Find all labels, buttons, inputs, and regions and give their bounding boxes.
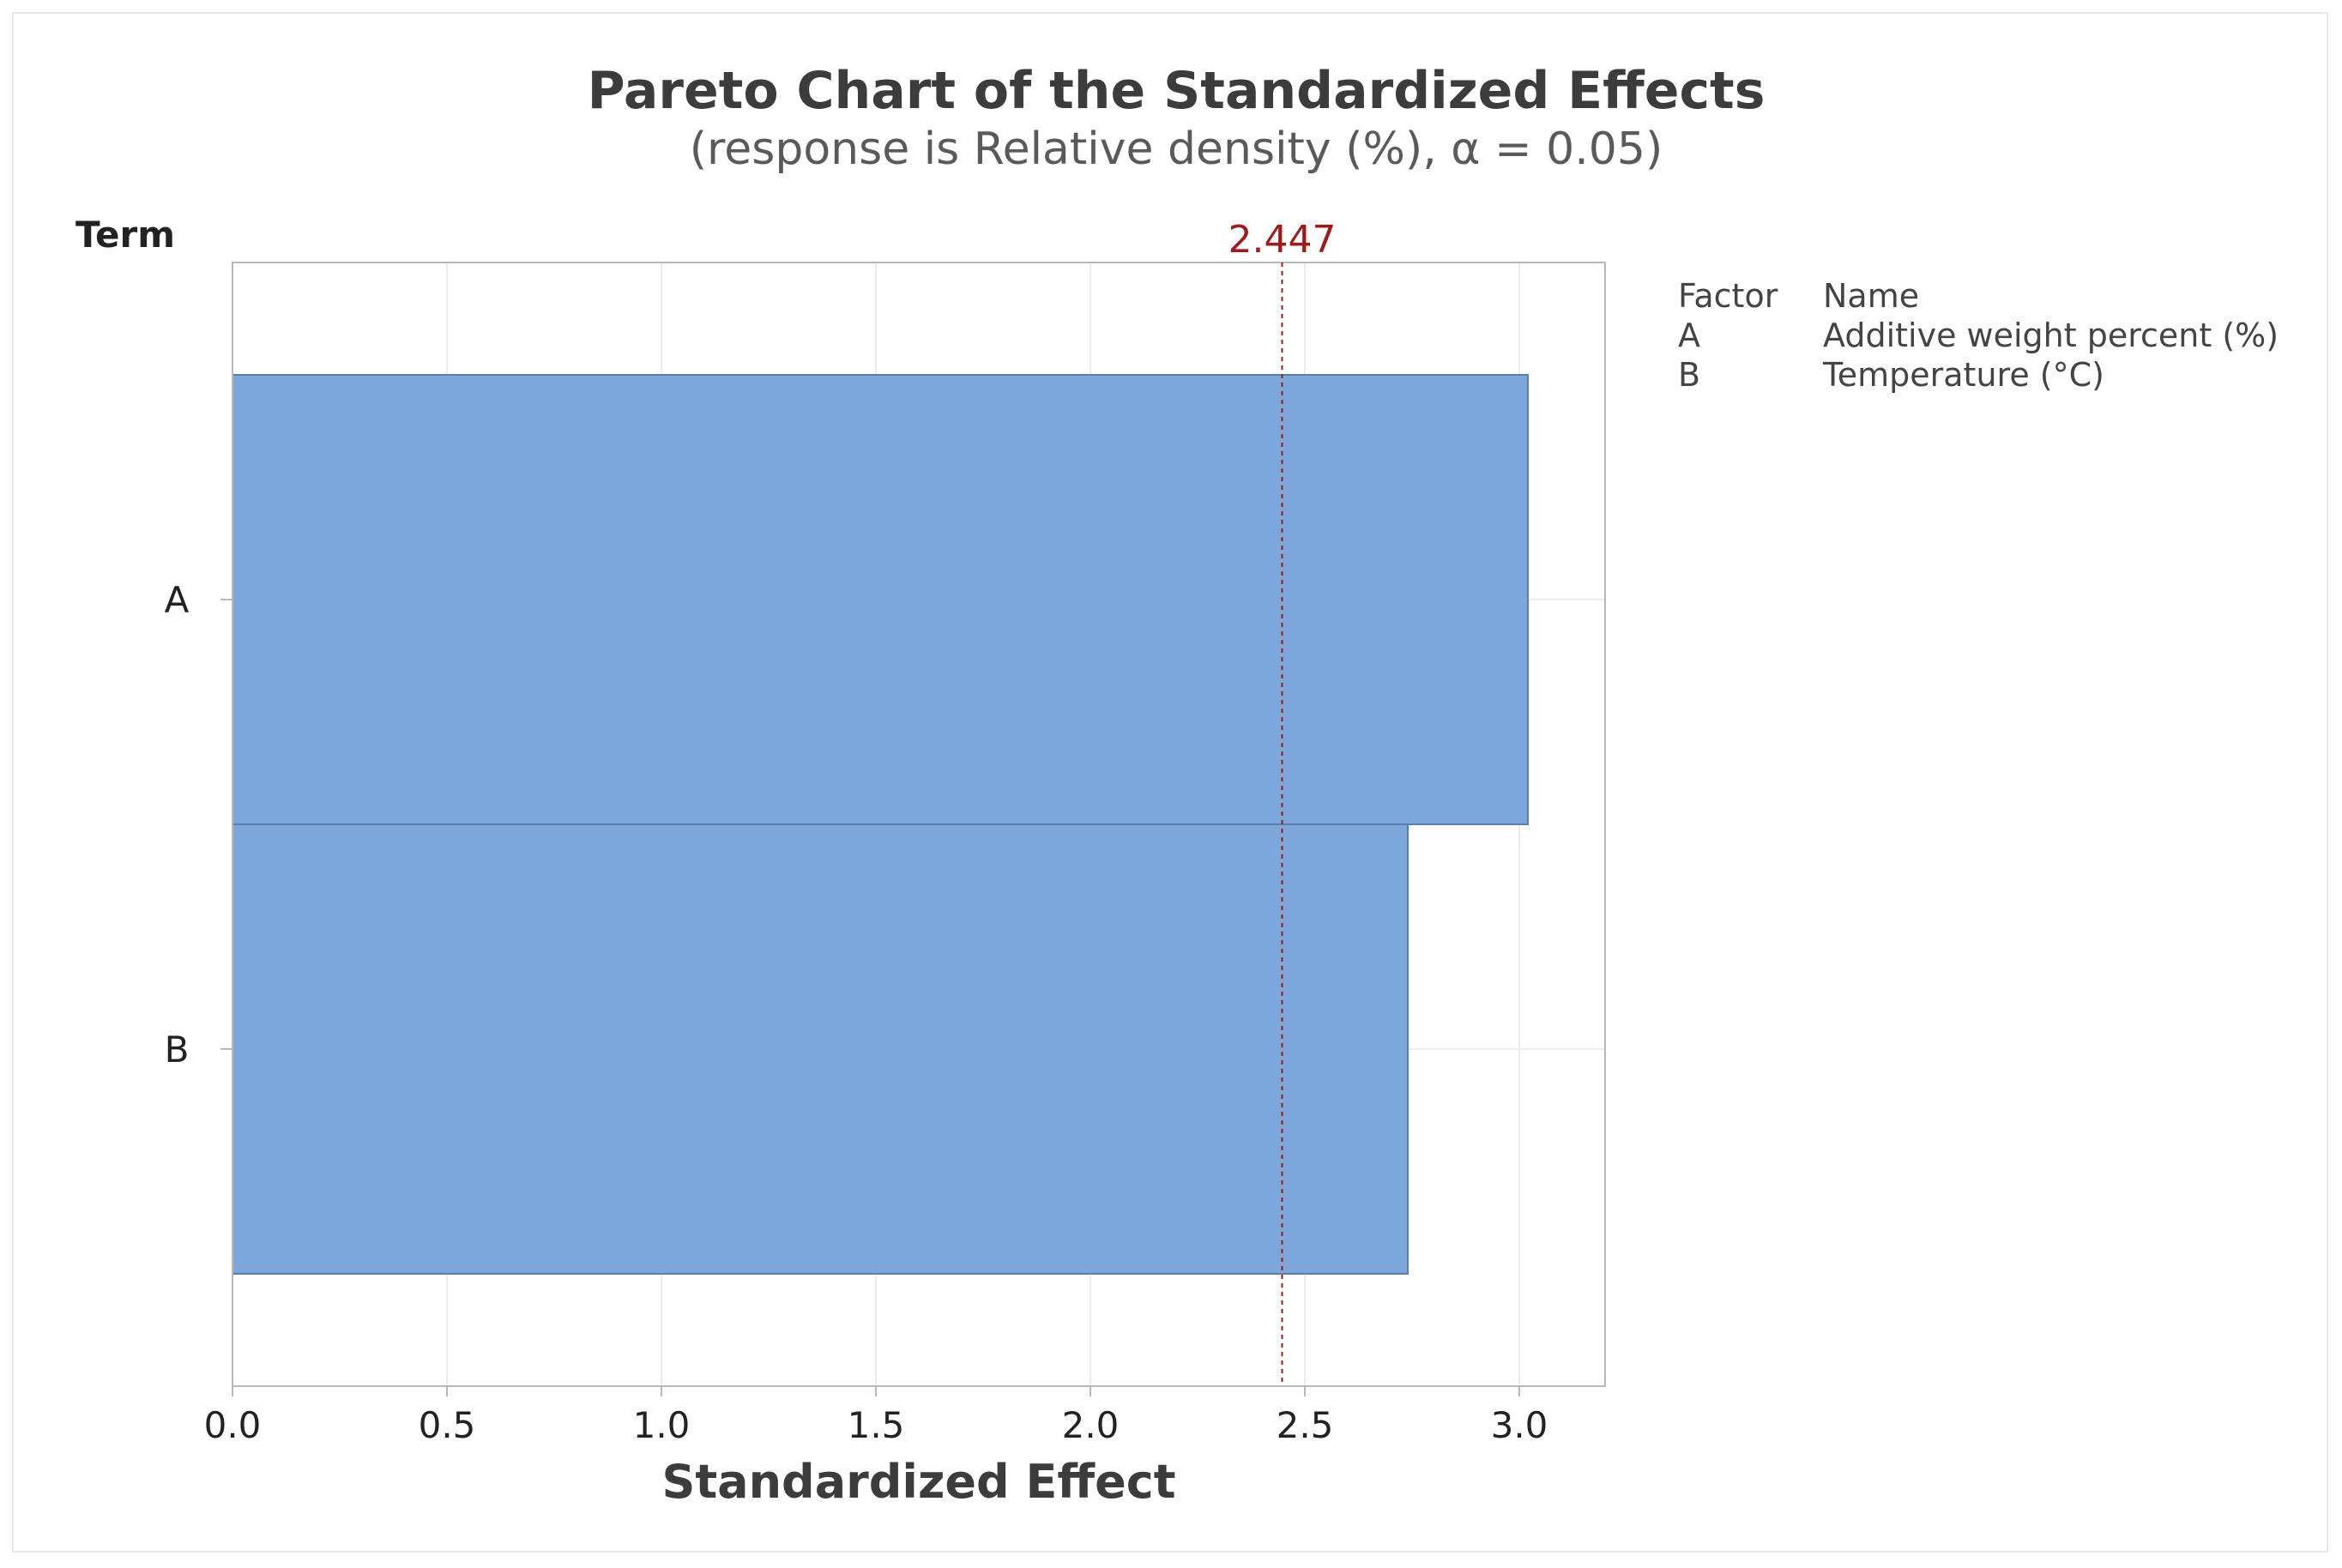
x-tick-label: 2.5 <box>1277 1404 1334 1446</box>
term-label-a: A <box>165 579 190 621</box>
legend-factor-a: A <box>1678 317 1700 354</box>
reference-line-group: 2.447 <box>1228 218 1337 1386</box>
effect-axis: 0.0 0.5 1.0 1.5 2.0 2.5 3.0 <box>204 1386 1548 1446</box>
chart-subtitle: (response is Relative density (%), α = 0… <box>690 124 1663 175</box>
legend-name-b: Temperature (°C) <box>1822 356 2104 394</box>
x-tick-label: 1.5 <box>848 1404 905 1446</box>
x-tick-label: 3.0 <box>1491 1404 1548 1446</box>
y-axis-title: Term <box>75 214 175 256</box>
legend-factor-b: B <box>1678 356 1700 394</box>
x-tick-label: 0.0 <box>204 1404 262 1446</box>
bar-b <box>232 823 1409 1275</box>
bars <box>232 374 1529 1275</box>
x-tick-label: 1.0 <box>633 1404 691 1446</box>
x-tick-label: 0.5 <box>419 1404 476 1446</box>
plot-area <box>232 262 1606 1387</box>
legend-name-a: Additive weight percent (%) <box>1823 317 2279 354</box>
factor-legend: Factor Name A Additive weight percent (%… <box>1678 277 2279 394</box>
x-tick-label: 2.0 <box>1062 1404 1120 1446</box>
chart-frame: Pareto Chart of the Standardized Effects… <box>12 12 2328 1553</box>
pareto-chart: Pareto Chart of the Standardized Effects… <box>75 61 2279 1509</box>
reference-line-label: 2.447 <box>1228 218 1337 262</box>
chart-title: Pareto Chart of the Standardized Effects <box>588 61 1766 121</box>
legend-header-factor: Factor <box>1678 277 1778 315</box>
x-axis-title: Standardized Effect <box>661 1455 1175 1509</box>
legend-header-name: Name <box>1823 277 1919 315</box>
term-axis: AB <box>165 579 232 1070</box>
term-label-b: B <box>165 1028 190 1070</box>
bar-a <box>232 374 1529 825</box>
